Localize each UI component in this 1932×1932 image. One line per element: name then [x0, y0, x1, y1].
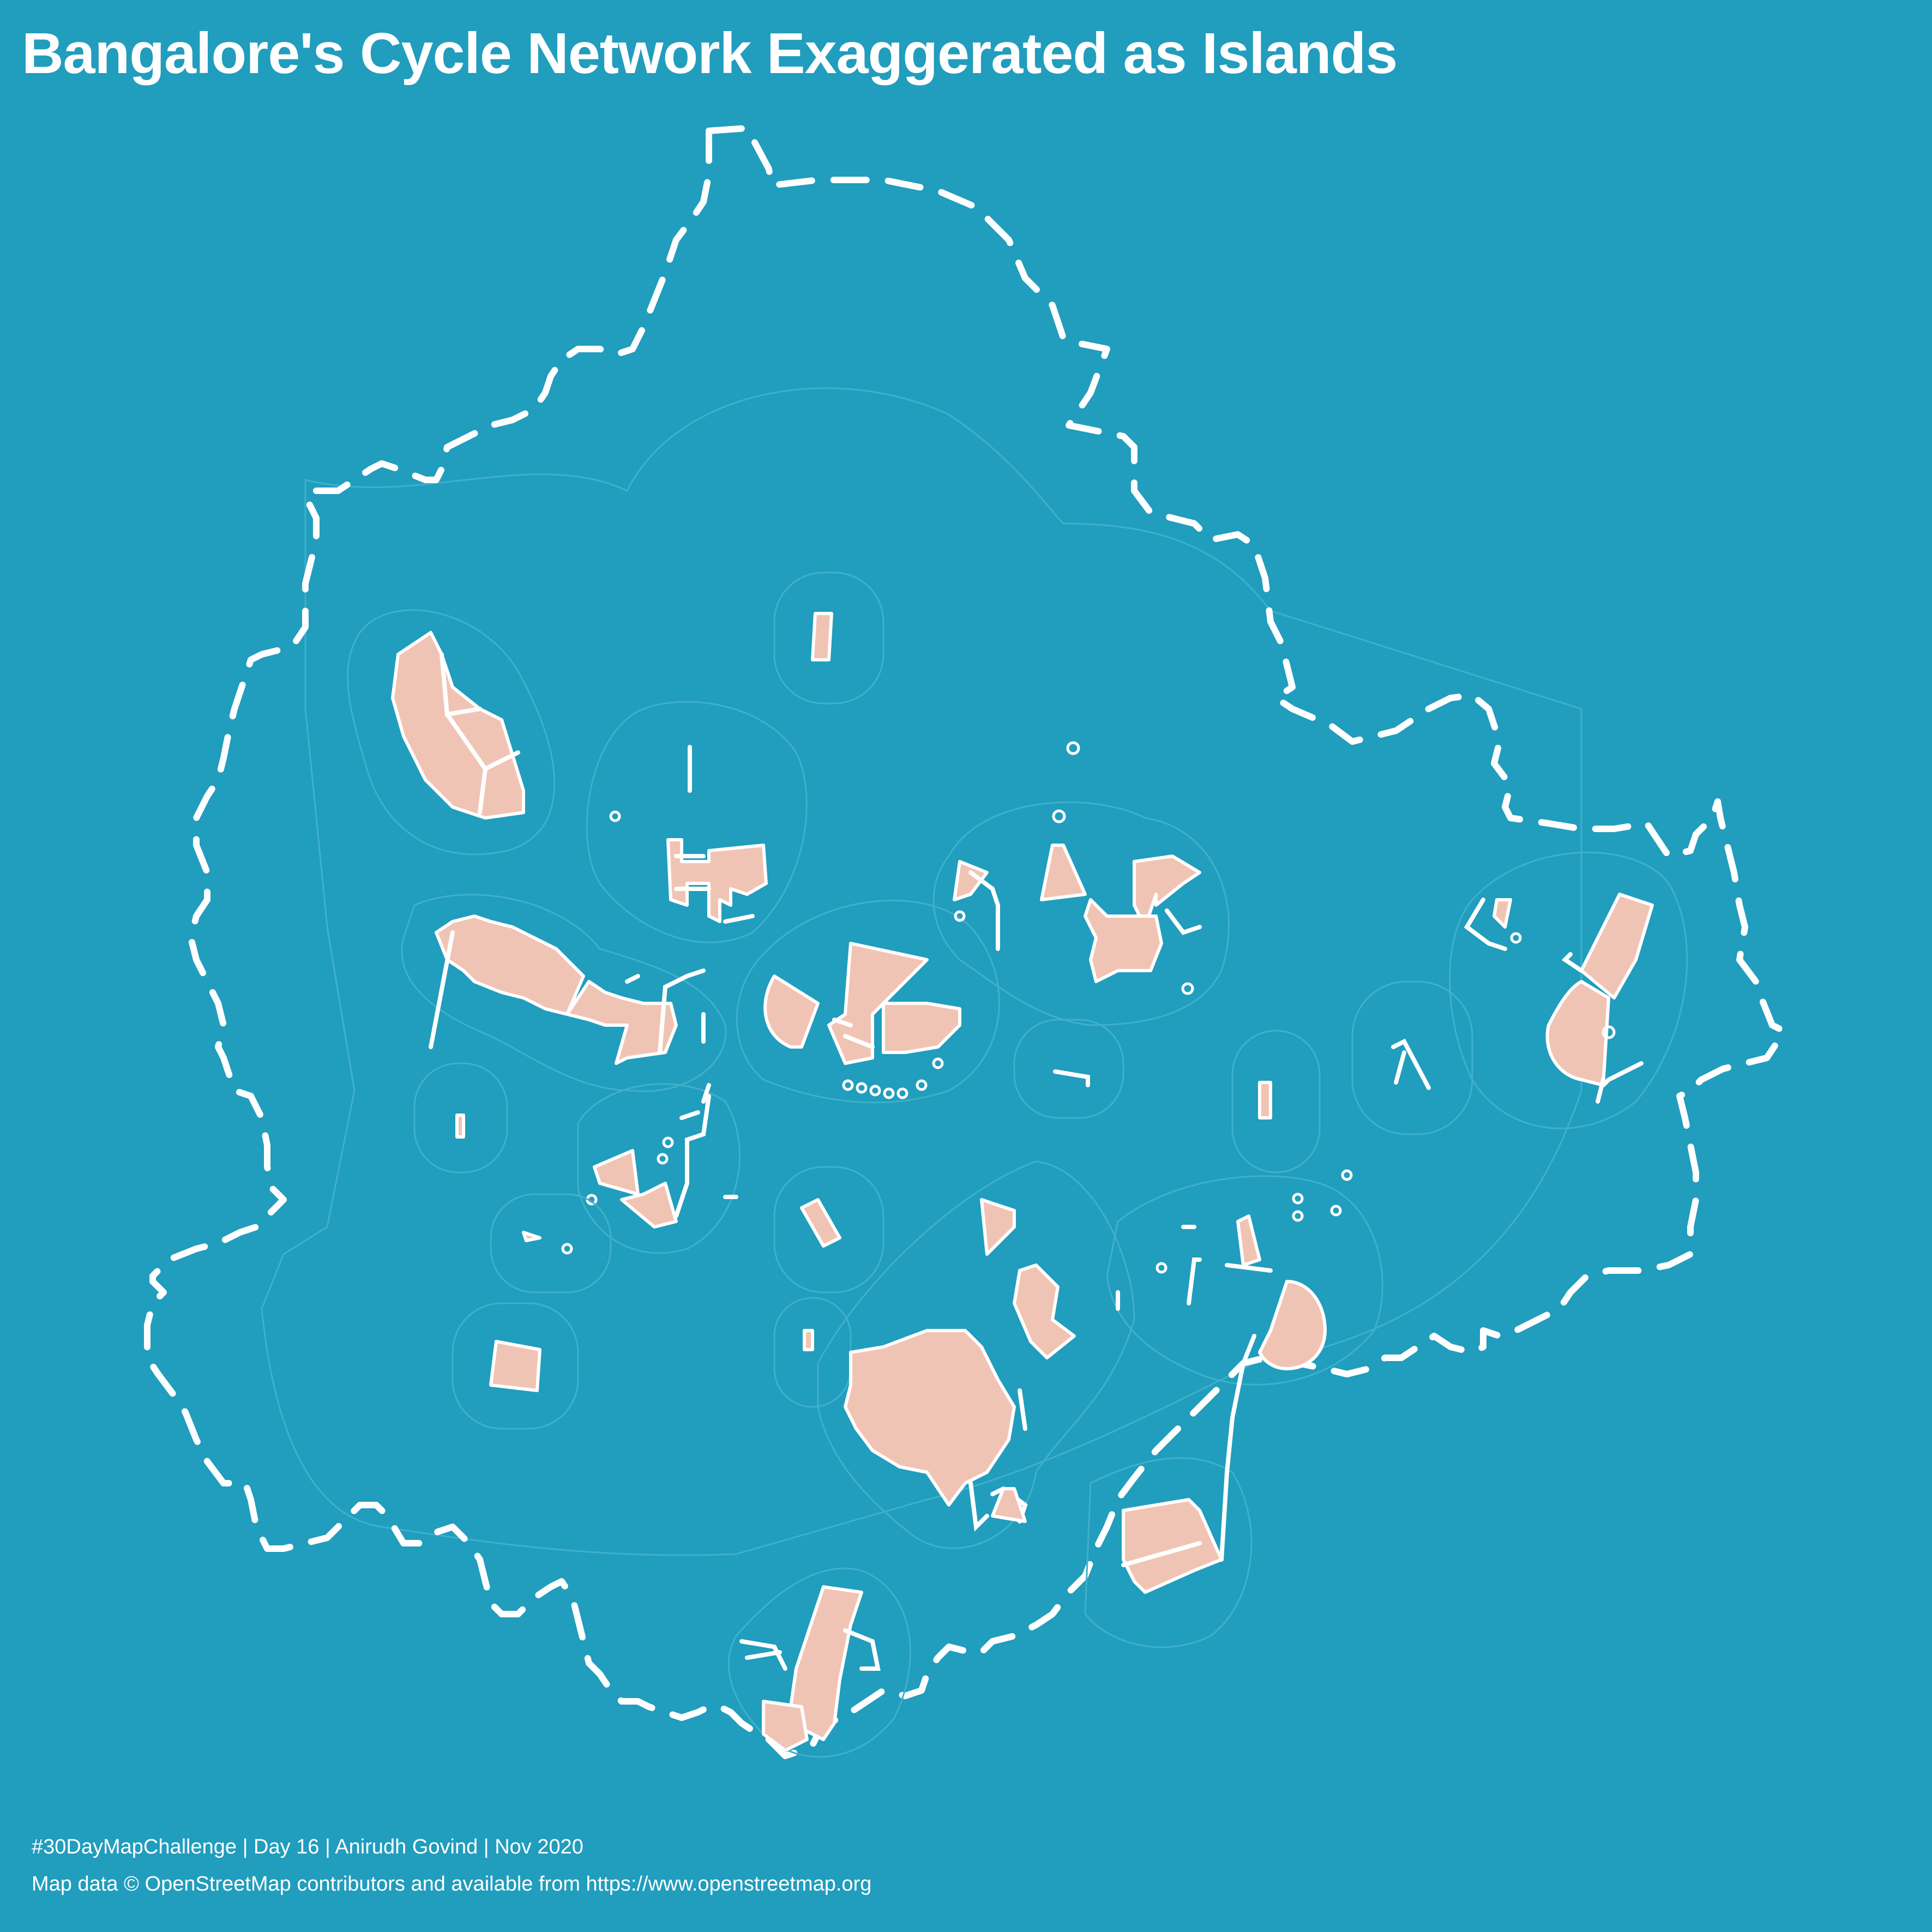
- island-south-centre: [817, 1160, 1135, 1549]
- island-west-arm: [401, 894, 727, 1092]
- island-southeast-centre: [1106, 1169, 1383, 1386]
- island-centre-right-rect: [1231, 1030, 1321, 1173]
- map-title: Bangalore's Cycle Network Exaggerated as…: [22, 21, 1398, 86]
- island-south: [727, 1567, 911, 1758]
- inner-city-contour: [261, 387, 1582, 1556]
- island-northwest: [347, 609, 556, 856]
- city-boundary: [144, 125, 1786, 1759]
- island-north-central: [586, 701, 808, 943]
- island-west-south: [577, 1083, 741, 1254]
- island-central-rect: [773, 1166, 884, 1293]
- credit-line-challenge: #30DayMapChallenge | Day 16 | Anirudh Go…: [32, 1835, 583, 1858]
- island-right-v: [1351, 980, 1473, 1135]
- credit-line-data-source: Map data © OpenStreetMap contributors an…: [32, 1873, 872, 1895]
- island-northeast-centre: [932, 741, 1230, 1026]
- island-east: [1449, 851, 1688, 1129]
- island-centre-dash: [1013, 1019, 1124, 1119]
- island-west-small: [413, 1062, 508, 1173]
- island-southwest-tiny: [490, 1193, 612, 1293]
- island-centre: [736, 899, 1000, 1104]
- island-west-square: [452, 1302, 579, 1430]
- island-south-small: [773, 1297, 852, 1408]
- island-southeast: [1084, 1334, 1256, 1648]
- island-top-rect: [773, 571, 884, 705]
